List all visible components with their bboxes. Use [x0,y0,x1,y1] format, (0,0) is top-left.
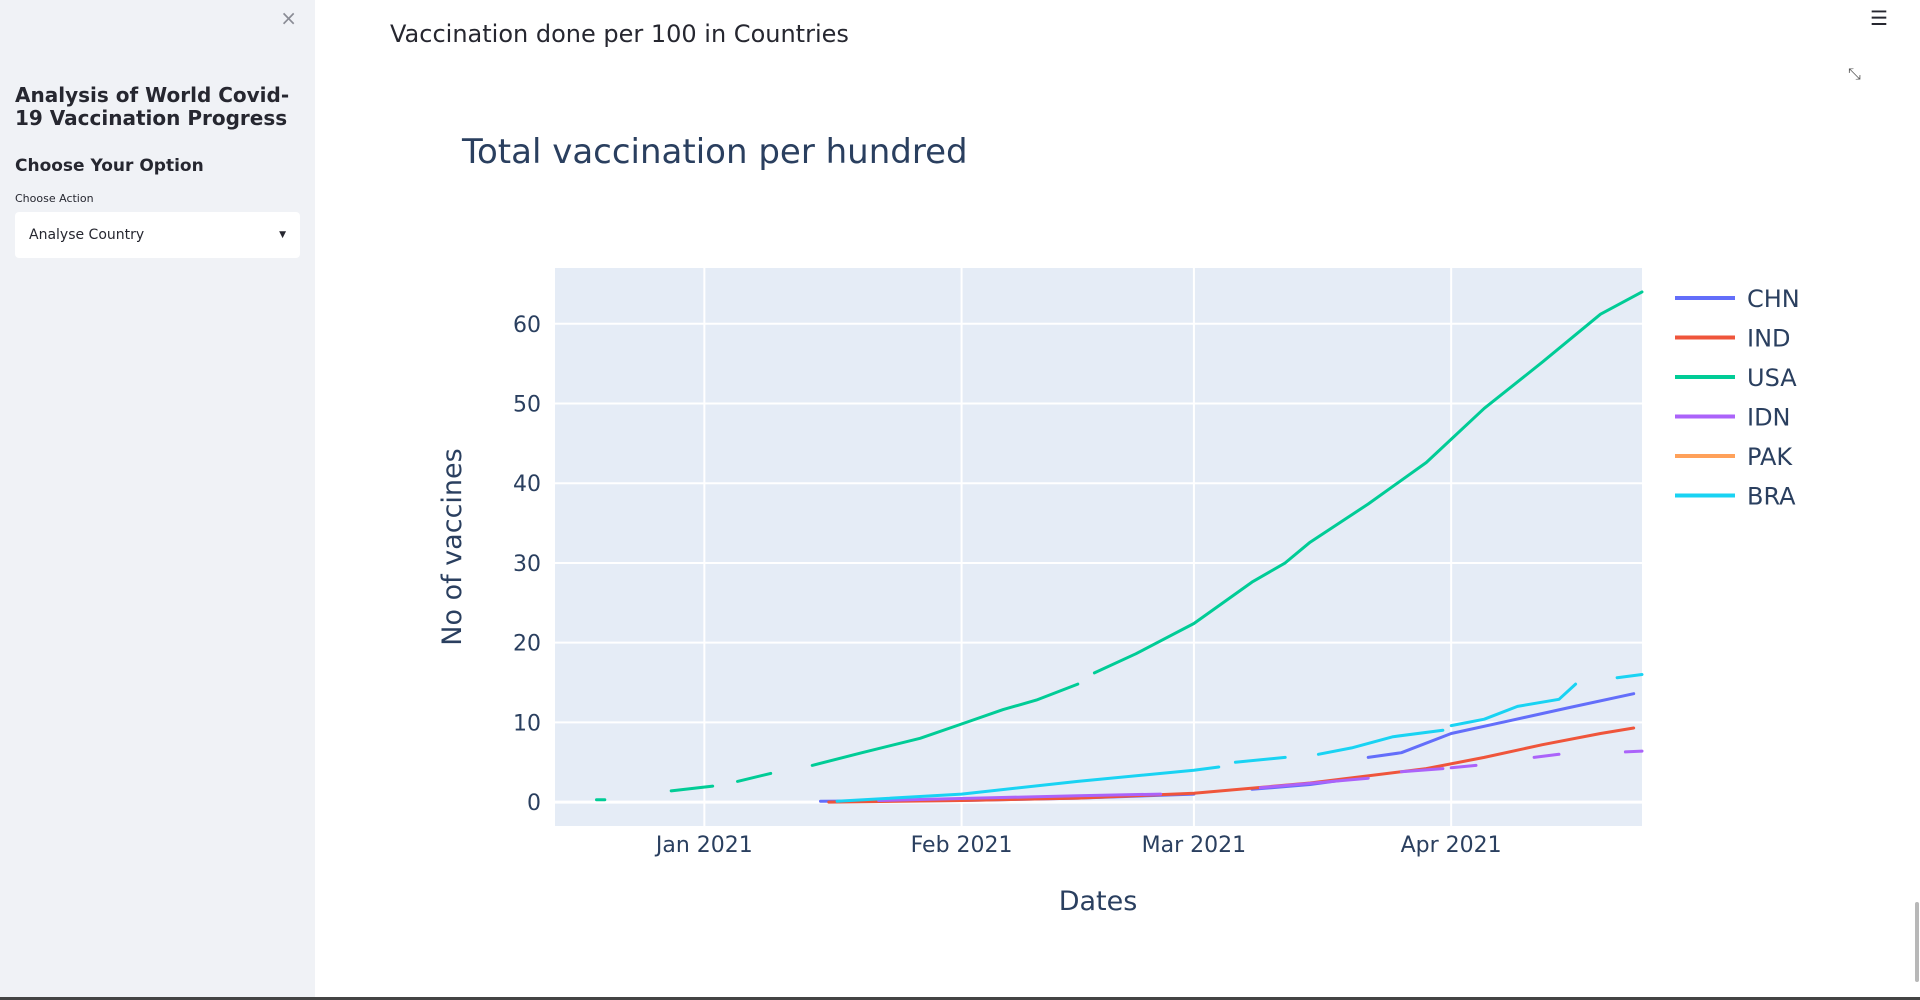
y-tick-label: 30 [513,552,541,577]
legend: CHN IND USA IDN PAK BRA [1675,285,1800,511]
sidebar: × Analysis of World Covid-19 Vaccination… [0,0,315,1000]
series-line-idn [1258,776,1370,790]
series-line-bra [1615,673,1644,680]
legend-label-pak: PAK [1747,443,1793,471]
series-line-usa [1092,290,1644,675]
y-tick-label: 50 [513,393,541,418]
series-line-idn [1532,752,1561,759]
series-line-chn [1366,692,1636,759]
series-line-idn [1449,763,1478,770]
sidebar-title: Analysis of World Covid-19 Vaccination P… [15,83,290,130]
x-tick-label: Mar 2021 [1142,833,1247,858]
legend-label-chn: CHN [1747,285,1800,313]
series-line-usa [669,784,715,793]
chart-title: Total vaccination per hundred [461,132,968,172]
series-line-bra [1449,682,1578,728]
series-line-bra [835,765,1221,803]
bottom-divider [0,997,1920,1000]
x-axis-ticks: Jan 2021 Feb 2021 Mar 2021 Apr 2021 [654,833,1502,858]
action-select-value: Analyse Country [29,227,145,243]
y-tick-label: 60 [513,313,541,338]
x-tick-label: Feb 2021 [911,833,1013,858]
series-line-ind [827,726,1636,804]
hamburger-menu-icon[interactable]: ☰ [1870,6,1888,30]
x-tick-label: Apr 2021 [1401,833,1502,858]
y-tick-label: 20 [513,632,541,657]
series-line-idn [877,792,1163,802]
y-axis-label: No of vaccines [437,448,468,645]
x-axis-label: Dates [1059,886,1138,917]
legend-label-ind: IND [1747,325,1791,353]
page-header: Vaccination done per 100 in Countries [390,20,849,48]
legend-label-usa: USA [1747,364,1797,392]
y-tick-label: 40 [513,472,541,497]
series-line-bra [1316,728,1445,756]
y-axis-ticks: 0 10 20 30 40 50 60 [513,313,541,816]
select-label: Choose Action [15,192,94,205]
series-line-idn [1623,749,1644,754]
fullscreen-icon[interactable]: ⤡ [1848,64,1861,83]
line-chart: Jan 2021 Feb 2021 Mar 2021 Apr 2021 0 10 20 30… [437,132,1800,917]
x-tick-label: Jan 2021 [654,833,753,858]
sidebar-subheader: Choose Your Option [15,156,204,176]
series-layer [595,290,1644,804]
series-line-bra [1233,755,1287,764]
legend-label-idn: IDN [1747,404,1791,432]
series-line-usa [736,771,773,783]
y-tick-label: 10 [513,711,541,736]
legend-label-bra: BRA [1747,483,1796,511]
scrollbar[interactable] [1915,902,1919,982]
series-line-idn [1399,767,1445,774]
caret-down-icon: ▼ [279,230,286,240]
y-tick-label: 0 [527,791,541,816]
series-line-usa [810,682,1080,767]
action-select[interactable]: Analyse Country ▼ [15,212,300,258]
close-icon[interactable]: × [280,6,297,30]
plot-area [555,268,1642,826]
